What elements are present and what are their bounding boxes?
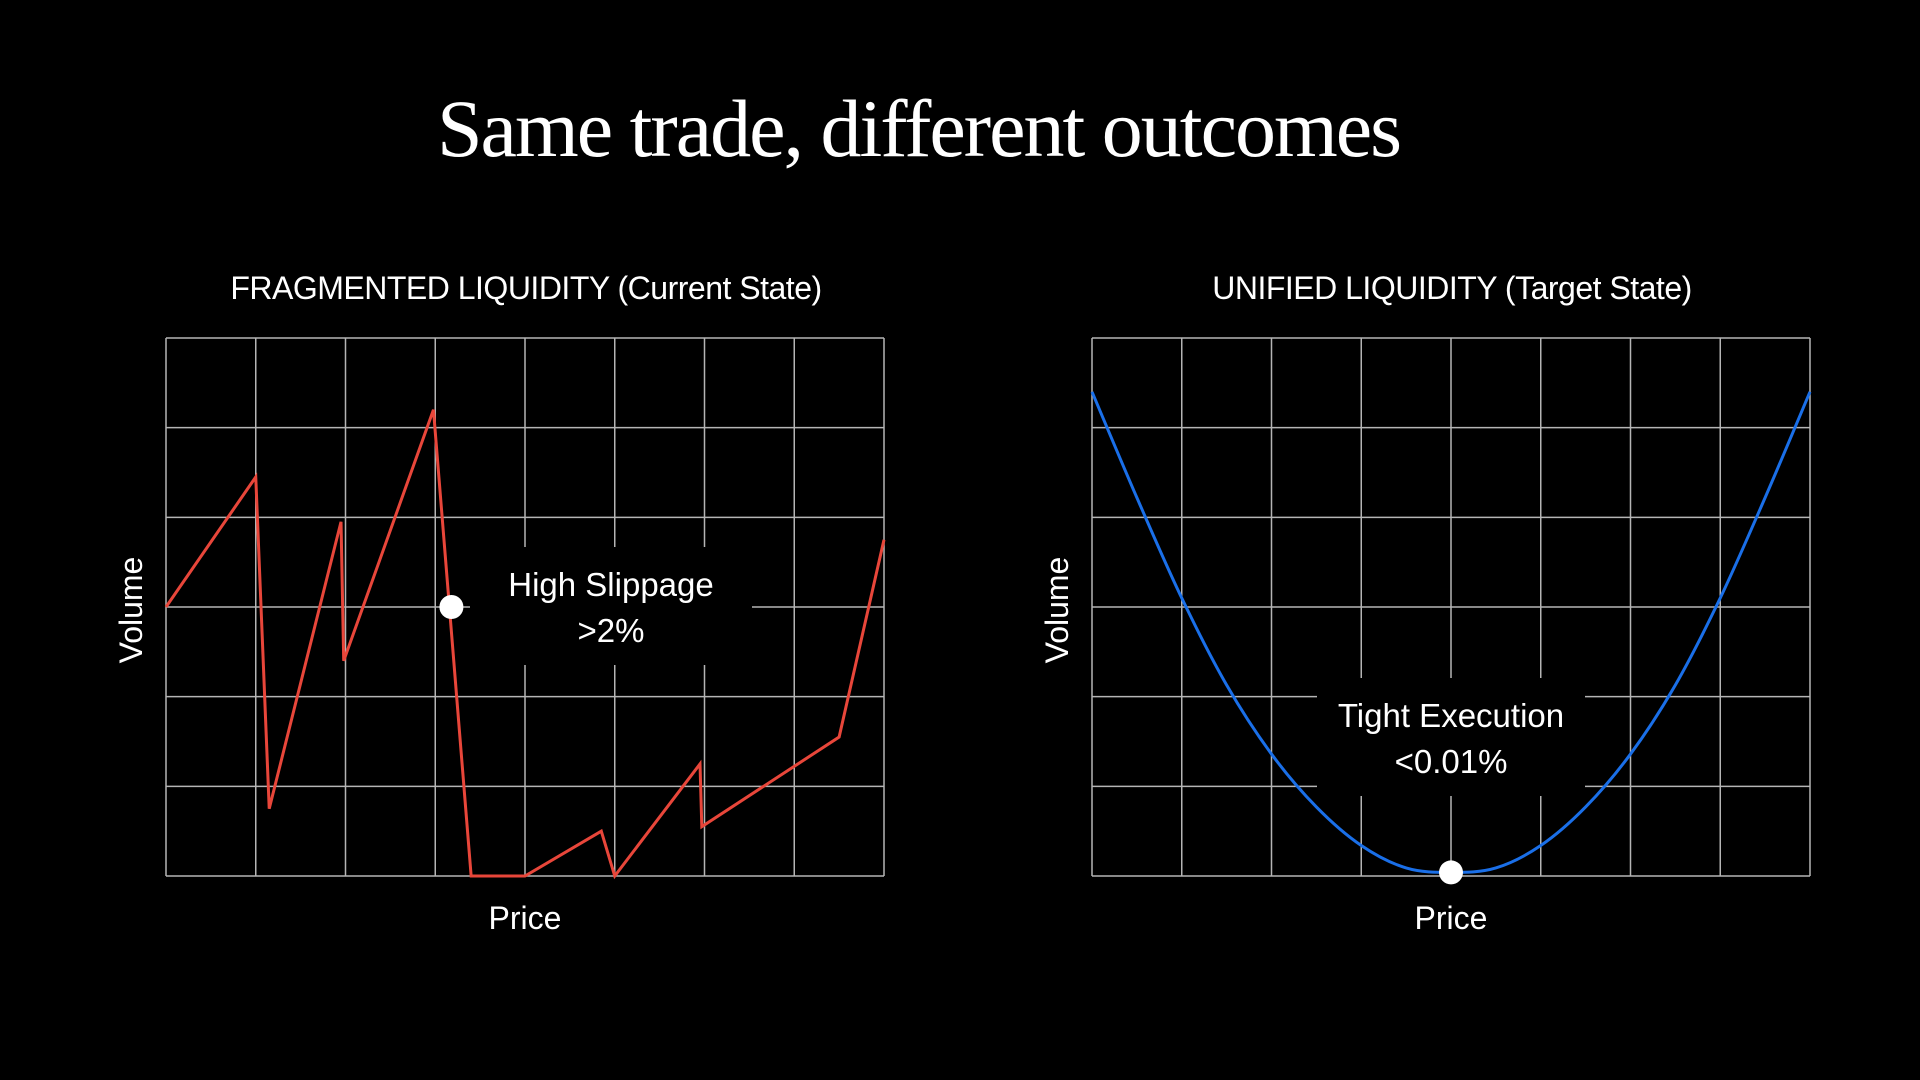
annotation-line-1: Tight Execution [1338, 697, 1564, 734]
chart-unified: Tight Execution <0.01% Volume Price [1039, 337, 1812, 936]
chart-fragmented: High Slippage >2% Volume Price [113, 337, 886, 936]
x-axis-label: Price [1415, 900, 1488, 936]
page-title: Same trade, different outcomes [436, 83, 1402, 174]
annotation-unified: Tight Execution <0.01% [1317, 678, 1585, 796]
annotation-fragmented: High Slippage >2% [470, 547, 752, 665]
marker-point-fragmented [439, 595, 464, 619]
annotation-line-2: >2% [578, 612, 645, 649]
x-axis-label: Price [489, 900, 562, 936]
marker-point-unified [1439, 860, 1463, 885]
annotation-background [1317, 678, 1585, 796]
annotation-background [470, 547, 752, 665]
grid-unified [1091, 337, 1811, 877]
chart-title-fragmented: FRAGMENTED LIQUIDITY (Current State) [230, 270, 822, 306]
annotation-line-1: High Slippage [508, 566, 713, 603]
y-axis-label: Volume [1039, 557, 1075, 664]
series-line-fragmented [164, 409, 886, 880]
annotation-line-2: <0.01% [1395, 743, 1508, 780]
chart-title-unified: UNIFIED LIQUIDITY (Target State) [1212, 270, 1692, 306]
y-axis-label: Volume [113, 557, 149, 664]
